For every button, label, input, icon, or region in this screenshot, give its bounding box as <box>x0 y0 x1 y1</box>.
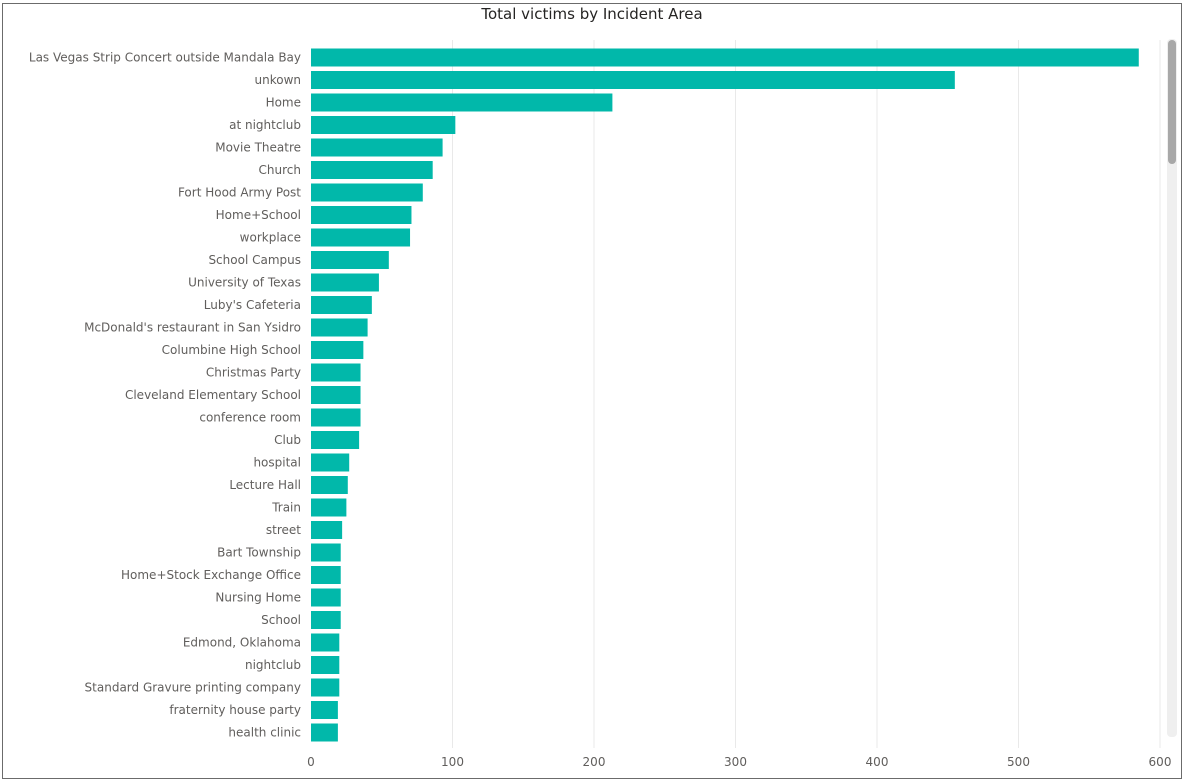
bar[interactable] <box>311 499 346 517</box>
category-label: Movie Theatre <box>215 141 301 155</box>
category-label: Bart Township <box>217 546 301 560</box>
category-label: nightclub <box>245 658 301 672</box>
x-tick-label: 0 <box>307 755 315 769</box>
category-label: Nursing Home <box>215 591 301 605</box>
category-label: fraternity house party <box>169 703 301 717</box>
category-label: Edmond, Oklahoma <box>183 636 301 650</box>
bar[interactable] <box>311 206 411 224</box>
bar[interactable] <box>311 454 349 472</box>
bar[interactable] <box>311 184 423 202</box>
category-label: hospital <box>253 456 301 470</box>
x-tick-label: 400 <box>866 755 889 769</box>
bar[interactable] <box>311 521 342 539</box>
category-label: street <box>266 523 301 537</box>
x-axis-ticks: 0 100 200 300 400 500 600 <box>307 755 1171 769</box>
x-tick-label: 100 <box>441 755 464 769</box>
category-label: Home <box>266 96 301 110</box>
category-label: Home+School <box>216 208 301 222</box>
category-label: Home+Stock Exchange Office <box>121 568 301 582</box>
category-label: Standard Gravure printing company <box>85 681 301 695</box>
category-label: Fort Hood Army Post <box>178 186 301 200</box>
category-label: School <box>261 613 301 627</box>
x-tick-label: 200 <box>583 755 606 769</box>
bar[interactable] <box>311 94 612 112</box>
bar[interactable] <box>311 319 368 337</box>
bar[interactable] <box>311 611 341 629</box>
category-label: Lecture Hall <box>229 478 301 492</box>
category-label: workplace <box>240 231 301 245</box>
category-label: Cleveland Elementary School <box>125 388 301 402</box>
bar[interactable] <box>311 679 339 697</box>
category-label: Christmas Party <box>206 366 301 380</box>
bar[interactable] <box>311 49 1139 67</box>
category-label: Church <box>259 163 301 177</box>
bar[interactable] <box>311 589 341 607</box>
category-label: conference room <box>199 411 301 425</box>
bar[interactable] <box>311 296 372 314</box>
bar[interactable] <box>311 386 361 404</box>
scrollbar-thumb[interactable] <box>1168 40 1176 164</box>
category-label: at nightclub <box>229 118 301 132</box>
bar[interactable] <box>311 116 455 134</box>
category-label: Luby's Cafeteria <box>204 298 301 312</box>
bars <box>311 49 1139 742</box>
bar[interactable] <box>311 656 339 674</box>
bar[interactable] <box>311 431 359 449</box>
category-label: Train <box>271 501 301 515</box>
x-tick-label: 500 <box>1007 755 1030 769</box>
category-label: unkown <box>255 73 302 87</box>
category-label: health clinic <box>228 726 301 740</box>
bar[interactable] <box>311 251 389 269</box>
bar[interactable] <box>311 71 955 89</box>
category-label: Club <box>274 433 301 447</box>
bar[interactable] <box>311 274 379 292</box>
bar[interactable] <box>311 364 361 382</box>
bar[interactable] <box>311 701 338 719</box>
category-label: Las Vegas Strip Concert outside Mandala … <box>29 51 301 65</box>
bar[interactable] <box>311 544 341 562</box>
category-label: Columbine High School <box>162 343 301 357</box>
x-tick-label: 300 <box>724 755 747 769</box>
bar[interactable] <box>311 161 433 179</box>
category-label: University of Texas <box>188 276 301 290</box>
bar[interactable] <box>311 634 339 652</box>
bar[interactable] <box>311 341 363 359</box>
bar[interactable] <box>311 724 338 742</box>
gridlines <box>453 40 1161 748</box>
bar[interactable] <box>311 476 348 494</box>
bar[interactable] <box>311 409 361 427</box>
x-tick-label: 600 <box>1149 755 1172 769</box>
bar[interactable] <box>311 229 410 247</box>
bar[interactable] <box>311 566 341 584</box>
bar[interactable] <box>311 139 443 157</box>
category-label: School Campus <box>208 253 301 267</box>
category-labels: Las Vegas Strip Concert outside Mandala … <box>29 51 301 740</box>
category-label: McDonald's restaurant in San Ysidro <box>84 321 301 335</box>
